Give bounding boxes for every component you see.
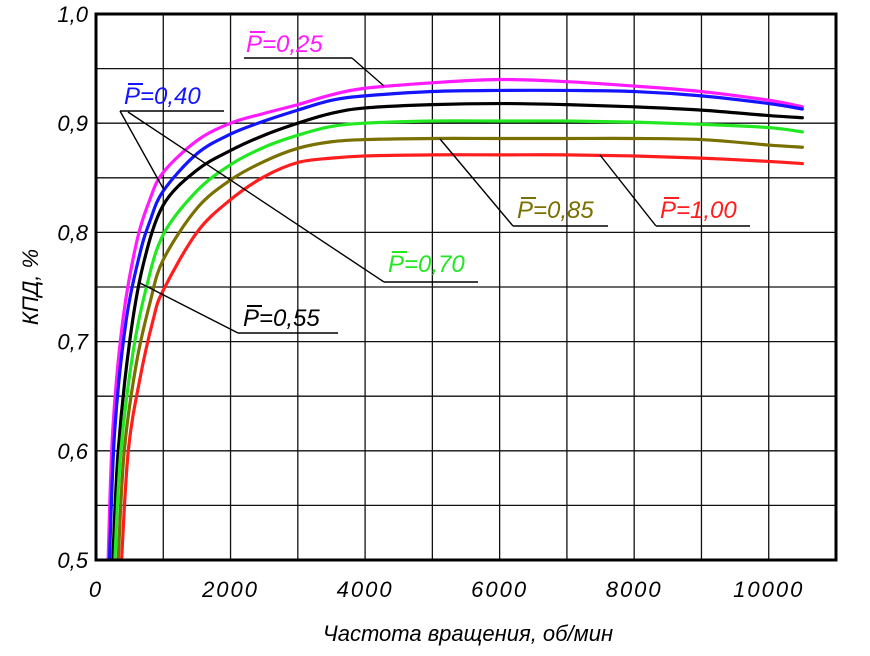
y-axis-title: КПД, % (18, 249, 43, 325)
y-tick-label: 0,5 (57, 548, 88, 573)
x-axis-title: Частота вращения, об/мин (323, 621, 613, 646)
series-group (106, 77, 804, 560)
series-label-symbol: P (388, 251, 404, 278)
y-tick-label: 0,6 (57, 439, 88, 464)
series-label-p-0-55: P=0,55 (243, 305, 320, 332)
leader-line (599, 154, 657, 227)
y-tick-label: 1,0 (57, 2, 88, 27)
series-labels: P=0,25P=0,40P=0,55P=0,70P=0,85 P=1,00 (119, 31, 750, 334)
series-label-value: =0,55 (259, 305, 320, 332)
series-line-p-0-55 (111, 101, 804, 560)
series-line-p-0-85 (116, 136, 804, 560)
series-label-p-1-00: P=1,00 (660, 197, 737, 224)
series-line-p-1-00 (119, 153, 804, 560)
leader-line (119, 110, 165, 191)
x-tick-label: 4000 (337, 577, 394, 602)
series-label-value: =0,25 (262, 31, 323, 58)
series-label-symbol: P (246, 31, 262, 58)
x-tick-label: 10000 (733, 577, 804, 602)
plot-frame (94, 12, 838, 562)
series-label-p-0-85: P=0,85 (517, 197, 594, 224)
series-line-p-0-25 (106, 77, 804, 560)
leader-line (439, 138, 514, 227)
series-label-value: =0,85 (533, 197, 594, 224)
series-label-symbol: P (243, 305, 259, 332)
x-tick-label: 0 (89, 577, 103, 602)
series-line-p-0-40 (107, 88, 804, 560)
series-label-value: =0,40 (140, 83, 201, 110)
series-label-p-0-40: P=0,40 (124, 83, 201, 110)
series-label-value: =1,00 (676, 197, 737, 224)
x-tick-label: 8000 (606, 577, 663, 602)
x-tick-label: 6000 (471, 577, 528, 602)
series-line-p-0-70 (113, 119, 804, 560)
series-label-p-0-25: P=0,25 (246, 31, 323, 58)
series-label-value: =0,70 (404, 251, 465, 278)
series-label-symbol: P (517, 197, 533, 224)
y-tick-label: 0,8 (57, 220, 88, 245)
leader-line (127, 111, 385, 283)
y-tick-label: 0,7 (57, 330, 88, 355)
y-tick-label: 0,9 (57, 111, 88, 136)
tick-labels: 0 2000 4000 6000 8000 10000 0,5 0,6 0,7 0,8 0,9 1,0 (57, 2, 804, 602)
leader-line (351, 57, 385, 87)
series-label-symbol: P (660, 197, 676, 224)
leader-line (139, 282, 239, 334)
series-label-p-0-70: P=0,70 (388, 251, 465, 278)
series-label-symbol: P (124, 83, 140, 110)
x-tick-label: 2000 (201, 577, 259, 602)
